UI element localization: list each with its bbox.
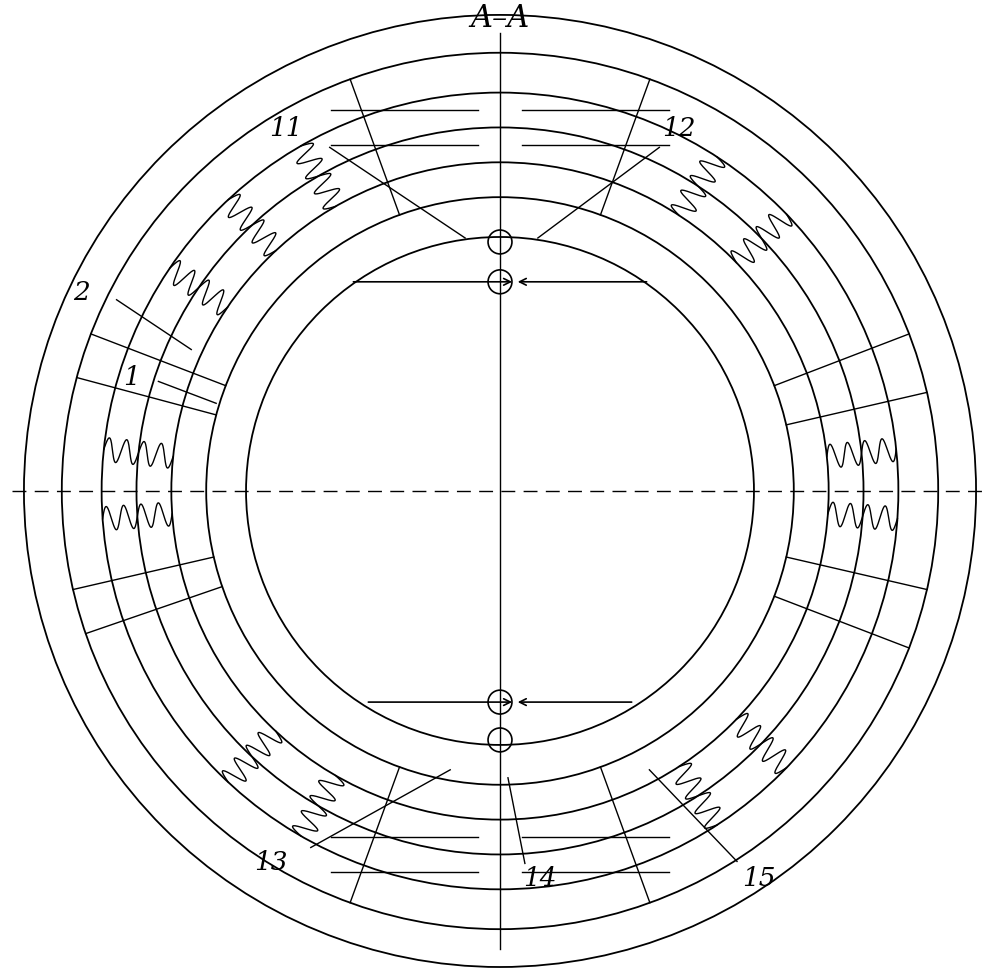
Text: 12: 12 — [663, 116, 696, 141]
Text: 13: 13 — [254, 849, 288, 874]
Text: 2: 2 — [73, 280, 90, 305]
Text: A–A: A–A — [470, 3, 530, 34]
Text: 14: 14 — [523, 865, 557, 890]
Text: 15: 15 — [742, 865, 776, 890]
Text: 11: 11 — [269, 116, 303, 141]
Text: 1: 1 — [123, 364, 140, 390]
